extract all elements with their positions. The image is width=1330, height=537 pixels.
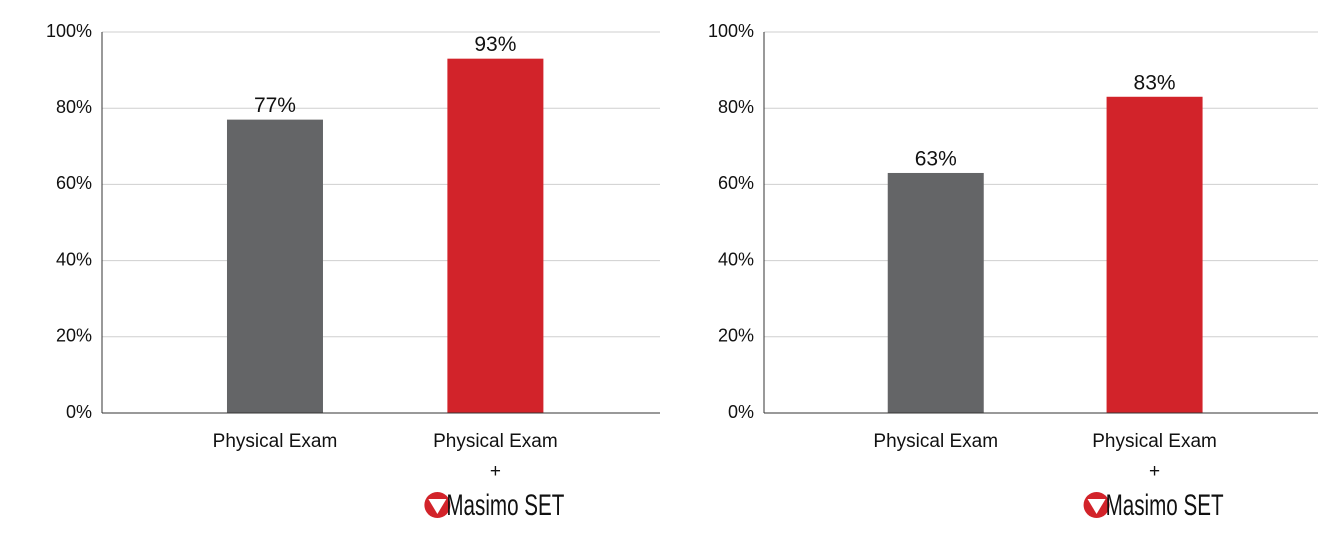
logo: Masimo SET <box>1083 489 1224 522</box>
logo-text: Masimo SET <box>1106 489 1224 522</box>
logo: Masimo SET <box>424 489 564 522</box>
x-tick-label: + <box>490 461 501 482</box>
logo-text: Masimo SET <box>446 489 564 522</box>
bar <box>447 58 544 414</box>
value-label: 63% <box>915 148 957 171</box>
value-label: 93% <box>474 33 516 56</box>
y-tick-label: 60% <box>56 173 92 193</box>
logo-arrow <box>428 499 447 514</box>
value-label: 83% <box>1134 71 1176 94</box>
y-tick-label: 40% <box>718 249 754 269</box>
y-tick-label: 0% <box>66 402 92 422</box>
x-tick-label: Physical Exam <box>213 431 338 452</box>
bar <box>887 172 984 413</box>
y-tick-label: 100% <box>708 21 754 41</box>
x-tick-label: Physical Exam <box>1092 431 1217 452</box>
y-tick-label: 60% <box>718 173 754 193</box>
bar <box>226 119 323 413</box>
y-tick-label: 40% <box>56 249 92 269</box>
x-tick-label: Physical Exam <box>873 431 998 452</box>
y-tick-label: 20% <box>56 326 92 346</box>
x-tick-label: + <box>1149 461 1160 482</box>
y-tick-label: 80% <box>56 97 92 117</box>
x-tick-label: Physical Exam <box>433 431 558 452</box>
y-tick-label: 80% <box>718 97 754 117</box>
y-tick-label: 0% <box>728 402 754 422</box>
y-tick-label: 100% <box>46 21 92 41</box>
y-tick-label: 20% <box>718 326 754 346</box>
logo-arrow <box>1087 499 1106 514</box>
bar <box>1106 96 1203 414</box>
value-label: 77% <box>254 94 296 117</box>
